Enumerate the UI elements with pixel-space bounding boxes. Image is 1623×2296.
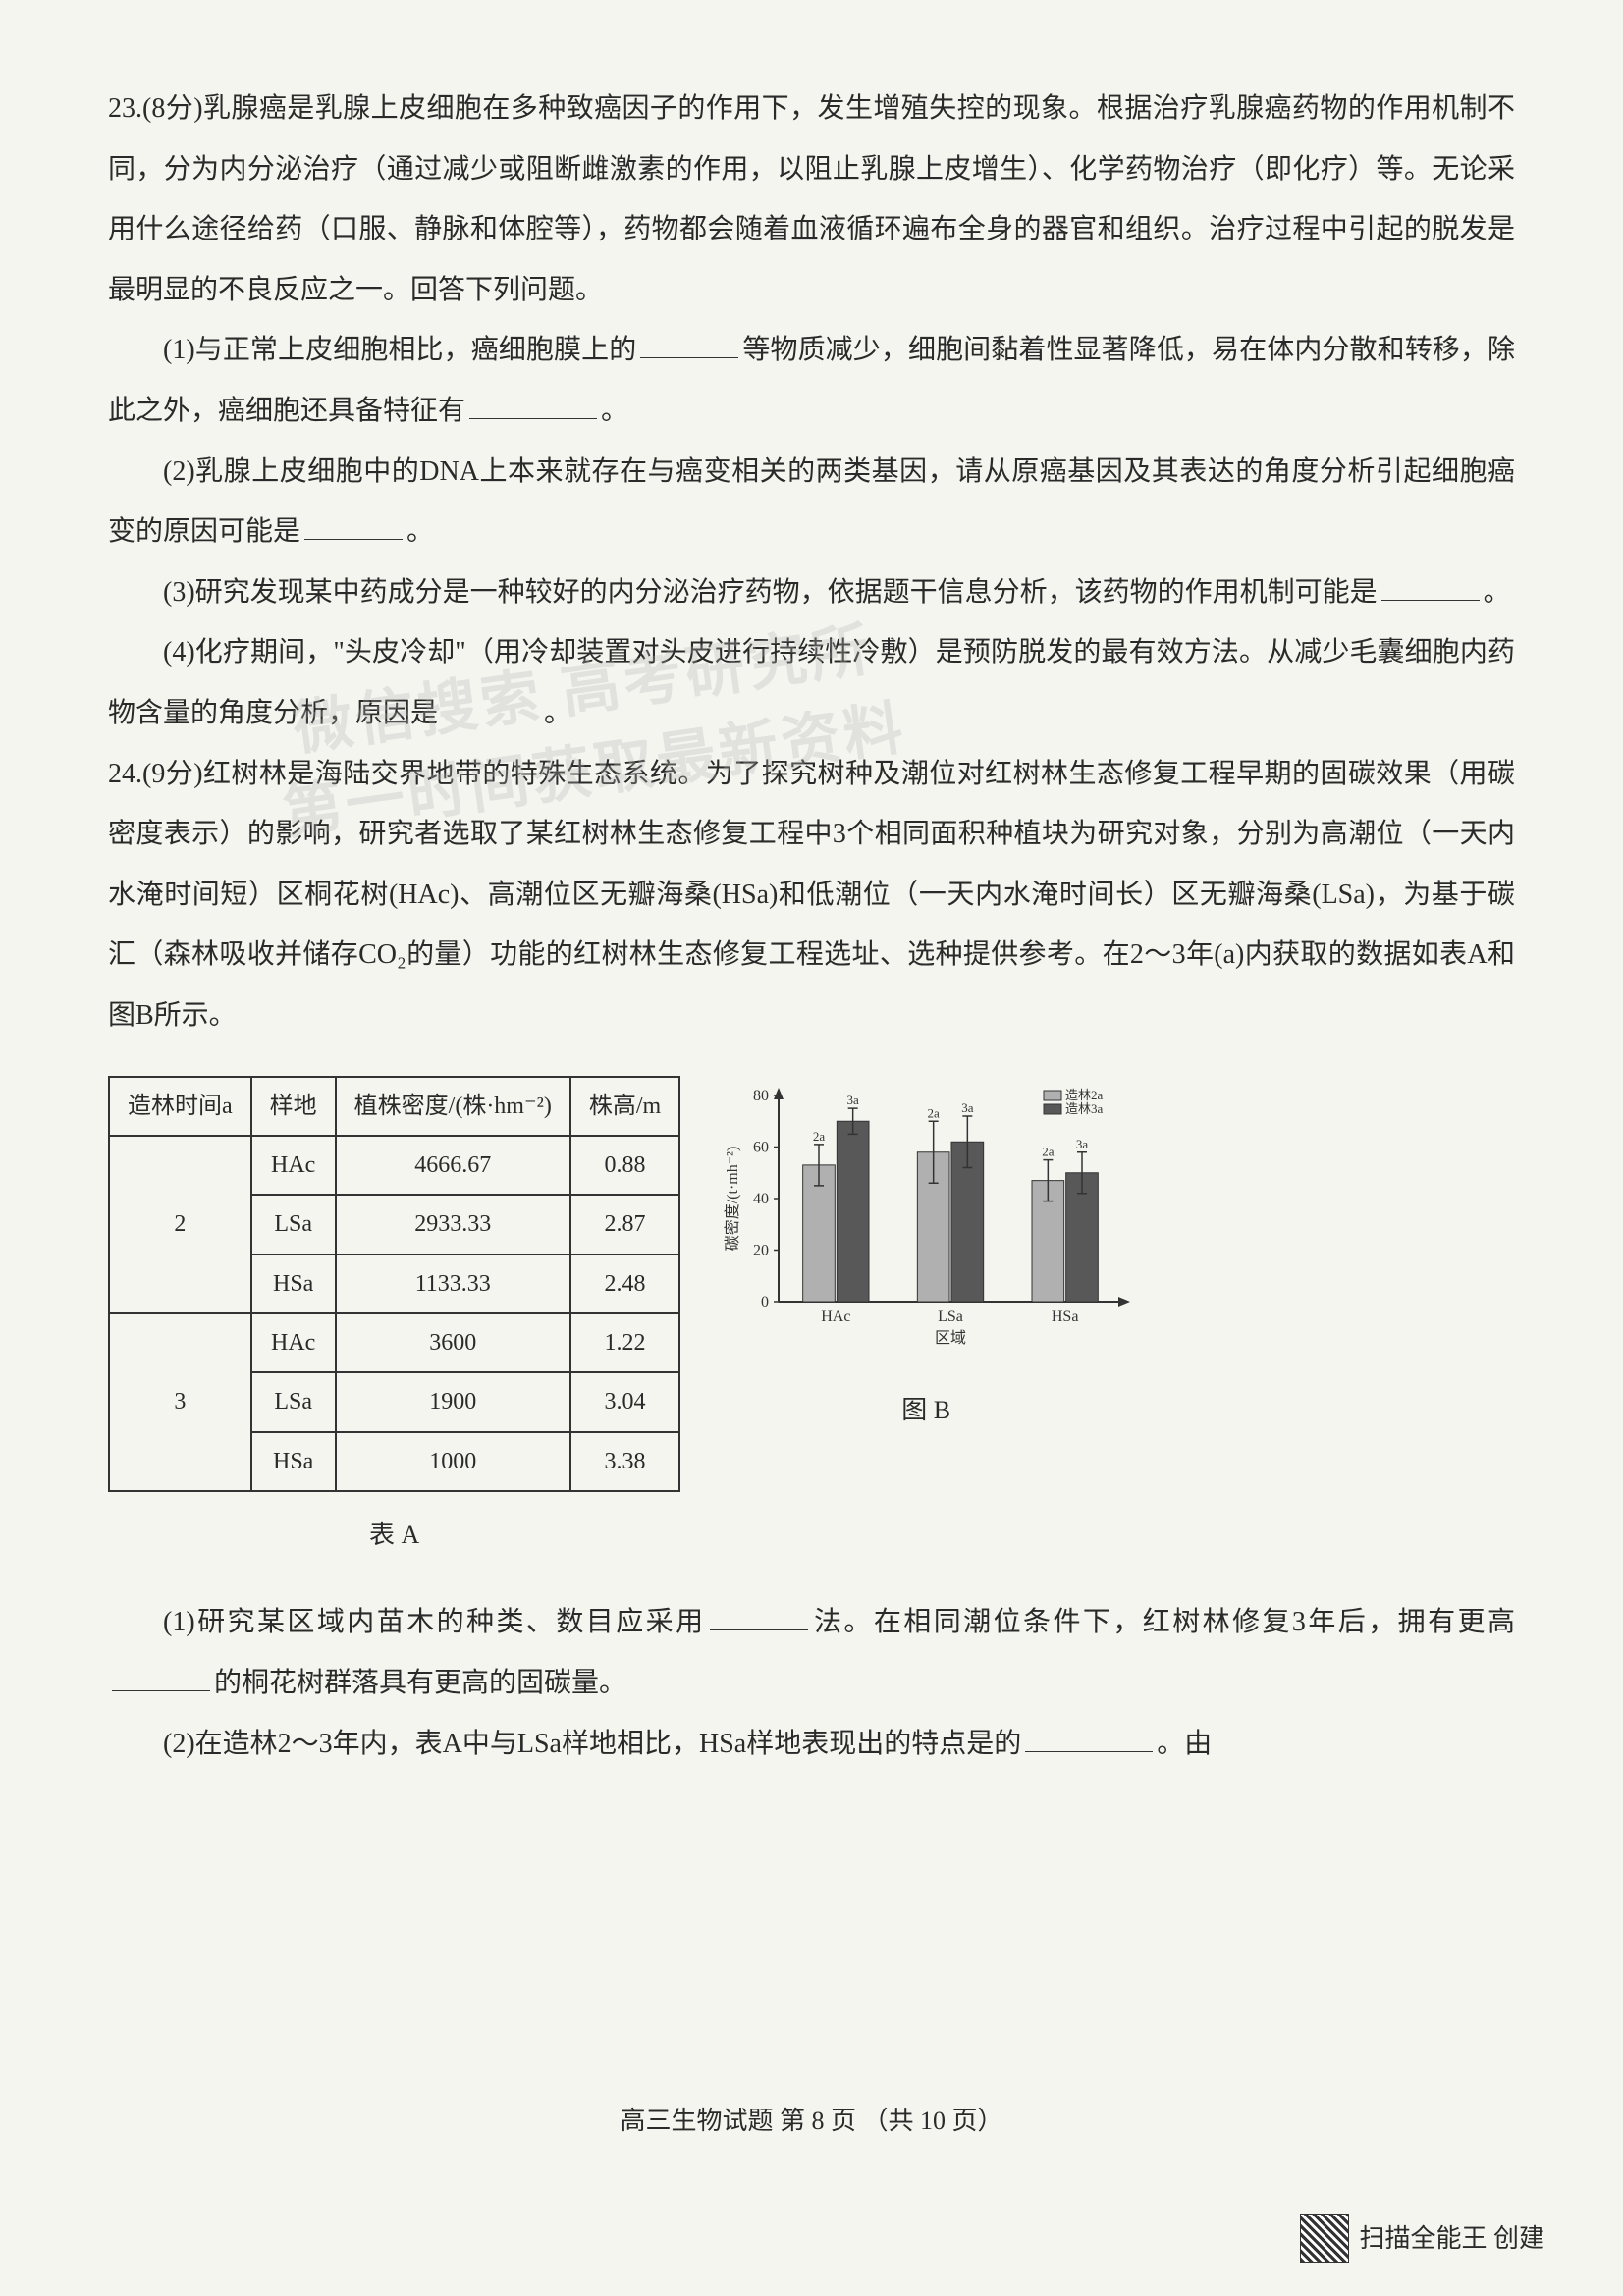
q23-sub1-after: 。 — [601, 396, 628, 426]
table-wrapper: 造林时间a 样地 植株密度/(株·hm⁻²) 株高/m 2HAc4666.670… — [108, 1076, 680, 1564]
question-24-intro: 24.(9分)红树林是海陆交界地带的特殊生态系统。为了探究树种及潮位对红树林生态… — [108, 744, 1515, 1046]
table-cell: 2933.33 — [336, 1195, 570, 1254]
svg-text:HAc: HAc — [821, 1308, 850, 1325]
table-cell: LSa — [251, 1195, 336, 1254]
svg-text:2a: 2a — [928, 1105, 941, 1120]
q23-sub4: (4)化疗期间，"头皮冷却"（用冷却装置对头皮进行持续性冷敷）是预防脱发的最有效… — [108, 622, 1515, 743]
q24-intro-text: 红树林是海陆交界地带的特殊生态系统。为了探究树种及潮位对红树林生态修复工程早期的… — [108, 759, 1515, 1031]
table-cell-time: 2 — [109, 1136, 251, 1313]
svg-text:3a: 3a — [847, 1093, 860, 1107]
q24-sub2: (2)在造林2～3年内，表A中与LSa样地相比，HSa样地表现出的特点是的 。由 — [108, 1714, 1515, 1775]
table-cell: 1.22 — [570, 1313, 679, 1372]
svg-text:0: 0 — [761, 1294, 769, 1310]
table-header: 样地 — [251, 1077, 336, 1136]
blank-field[interactable] — [710, 1629, 808, 1630]
data-table: 造林时间a 样地 植株密度/(株·hm⁻²) 株高/m 2HAc4666.670… — [108, 1076, 680, 1493]
qr-icon — [1300, 2214, 1349, 2263]
chart-container: 0 20 40 60 80 碳密度/(t·mh⁻²) 2a 3a HAc 2a 3a LSa 2a 3a H… — [720, 1076, 1132, 1439]
blank-field[interactable] — [469, 418, 597, 419]
scanner-text: 扫描全能王 创建 — [1359, 2211, 1544, 2267]
table-cell: 1000 — [336, 1432, 570, 1491]
table-header: 造林时间a — [109, 1077, 251, 1136]
chart-caption: 图 B — [720, 1382, 1132, 1438]
q23-sub3: (3)研究发现某中药成分是一种较好的内分泌治疗药物，依据题干信息分析，该药物的作… — [108, 562, 1515, 623]
q23-sub3-before: (3)研究发现某中药成分是一种较好的内分泌治疗药物，依据题干信息分析，该药物的作… — [163, 577, 1378, 608]
table-cell: 2.87 — [570, 1195, 679, 1254]
q24-sub1-before: (1)研究某区域内苗木的种类、数目应采用 — [163, 1607, 706, 1637]
q23-sub4-after: 。 — [544, 698, 571, 728]
table-cell: 1133.33 — [336, 1255, 570, 1313]
table-cell: HAc — [251, 1313, 336, 1372]
svg-text:LSa: LSa — [938, 1308, 963, 1325]
table-header-row: 造林时间a 样地 植株密度/(株·hm⁻²) 株高/m — [109, 1077, 679, 1136]
svg-text:造林2a: 造林2a — [1065, 1088, 1104, 1102]
table-row: 2HAc4666.670.88 — [109, 1136, 679, 1195]
blank-field[interactable] — [640, 357, 738, 358]
svg-text:80: 80 — [753, 1088, 769, 1104]
svg-text:3a: 3a — [961, 1100, 974, 1115]
q23-intro-text: 乳腺癌是乳腺上皮细胞在多种致癌因子的作用下，发生增殖失控的现象。根据治疗乳腺癌药… — [108, 93, 1515, 305]
q24-sub2-before: (2)在造林2～3年内，表A中与LSa样地相比，HSa样地表现出的特点是的 — [163, 1729, 1021, 1759]
svg-text:40: 40 — [753, 1191, 769, 1207]
table-caption: 表 A — [369, 1507, 419, 1563]
q23-points: (8分) — [142, 93, 203, 124]
table-cell: 0.88 — [570, 1136, 679, 1195]
svg-text:2a: 2a — [1042, 1144, 1055, 1158]
q23-number: 23. — [108, 93, 142, 124]
table-cell: HSa — [251, 1432, 336, 1491]
table-cell: 3.38 — [570, 1432, 679, 1491]
q24-sub2-after: 。由 — [1157, 1729, 1212, 1759]
table-cell: 3600 — [336, 1313, 570, 1372]
svg-text:2a: 2a — [813, 1128, 826, 1143]
svg-text:20: 20 — [753, 1242, 769, 1258]
table-cell-time: 3 — [109, 1313, 251, 1491]
q24-sub1: (1)研究某区域内苗木的种类、数目应采用 法。在相同潮位条件下，红树林修复3年后，… — [108, 1592, 1515, 1713]
question-23-intro: 23.(8分)乳腺癌是乳腺上皮细胞在多种致癌因子的作用下，发生增殖失控的现象。根… — [108, 79, 1515, 320]
q23-sub1: (1)与正常上皮细胞相比，癌细胞膜上的等物质减少，细胞间黏着性显著降低，易在体内… — [108, 320, 1515, 441]
svg-text:60: 60 — [753, 1139, 769, 1155]
svg-text:3a: 3a — [1076, 1136, 1089, 1150]
table-cell: LSa — [251, 1372, 336, 1431]
q23-sub1-before: (1)与正常上皮细胞相比，癌细胞膜上的 — [163, 335, 636, 365]
blank-field[interactable] — [1025, 1751, 1153, 1752]
table-cell: 2.48 — [570, 1255, 679, 1313]
table-header: 植株密度/(株·hm⁻²) — [336, 1077, 570, 1136]
q24-number: 24. — [108, 759, 142, 789]
q23-sub4-before: (4)化疗期间，"头皮冷却"（用冷却装置对头皮进行持续性冷敷）是预防脱发的最有效… — [108, 637, 1515, 728]
table-cell: HAc — [251, 1136, 336, 1195]
table-row: 3HAc36001.22 — [109, 1313, 679, 1372]
blank-field[interactable] — [1381, 600, 1480, 601]
blank-field[interactable] — [304, 539, 403, 540]
svg-text:造林3a: 造林3a — [1065, 1101, 1104, 1116]
blank-field[interactable] — [112, 1690, 210, 1691]
bar-chart: 0 20 40 60 80 碳密度/(t·mh⁻²) 2a 3a HAc 2a 3a LSa 2a 3a H… — [720, 1076, 1132, 1351]
q23-sub3-after: 。 — [1484, 577, 1511, 608]
q24-sub1-mid: 法。在相同潮位条件下，红树林修复3年后，拥有更高 — [812, 1607, 1515, 1637]
table-header: 株高/m — [570, 1077, 679, 1136]
q24-sub1-after: 的桐花树群落具有更高的固碳量。 — [214, 1668, 626, 1698]
table-cell: 3.04 — [570, 1372, 679, 1431]
svg-text:碳密度/(t·mh⁻²): 碳密度/(t·mh⁻²) — [724, 1146, 741, 1251]
svg-text:HSa: HSa — [1052, 1308, 1079, 1325]
table-cell: 1900 — [336, 1372, 570, 1431]
table-cell: HSa — [251, 1255, 336, 1313]
q24-points: (9分) — [142, 759, 203, 789]
table-cell: 4666.67 — [336, 1136, 570, 1195]
q23-sub2-after: 。 — [406, 516, 434, 547]
q23-sub2: (2)乳腺上皮细胞中的DNA上本来就存在与癌变相关的两类基因，请从原癌基因及其表… — [108, 442, 1515, 562]
q23-sub2-before: (2)乳腺上皮细胞中的DNA上本来就存在与癌变相关的两类基因，请从原癌基因及其表… — [108, 456, 1515, 548]
data-section: 造林时间a 样地 植株密度/(株·hm⁻²) 株高/m 2HAc4666.670… — [108, 1076, 1515, 1564]
scanner-note: 扫描全能王 创建 — [1300, 2211, 1544, 2267]
page-footer: 高三生物试题 第 8 页 （共 10 页） — [0, 2093, 1623, 2149]
svg-text:区域: 区域 — [935, 1329, 966, 1347]
